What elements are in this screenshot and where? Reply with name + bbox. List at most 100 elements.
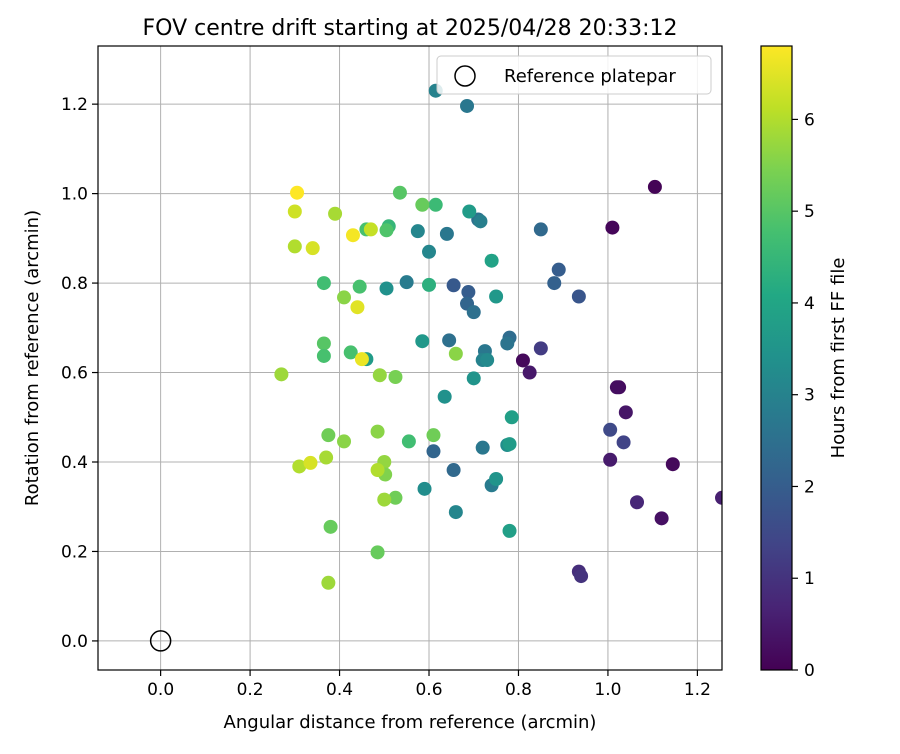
legend: Reference platepar — [436, 55, 712, 95]
scatter-point — [350, 300, 365, 315]
scatter-point — [500, 336, 515, 351]
chart-title: FOV centre drift starting at 2025/04/28 … — [143, 16, 678, 41]
scatter-point — [370, 545, 385, 560]
scatter-point — [446, 278, 461, 293]
scatter-point — [571, 289, 586, 304]
scatter-point — [417, 481, 432, 496]
reference-platepar-marker — [149, 630, 172, 652]
scatter-point — [466, 371, 481, 386]
scatter-point — [647, 179, 662, 194]
scatter-point — [502, 523, 517, 538]
scatter-point — [461, 285, 476, 300]
scatter-point — [460, 98, 475, 113]
colorbar: 0 1 2 3 4 5 6 Hours from first FF file — [760, 45, 849, 681]
scatter-point — [522, 365, 537, 380]
scatter-point — [316, 276, 331, 291]
scatter-point — [305, 241, 320, 256]
scatter-point — [533, 341, 548, 356]
scatter-point — [316, 336, 331, 351]
scatter-point — [466, 305, 481, 320]
scatter-point — [439, 226, 454, 241]
scatter-point — [654, 511, 669, 526]
scatter-point — [547, 276, 562, 291]
scatter-point — [475, 440, 490, 455]
colorbar-gradient — [761, 46, 792, 670]
scatter-point — [323, 519, 338, 534]
colorbar-tick-label: 4 — [804, 294, 815, 314]
scatter-point — [504, 410, 519, 425]
colorbar-tick-label: 5 — [804, 202, 815, 222]
scatter-point — [321, 428, 336, 443]
scatter-point — [415, 197, 430, 212]
scatter-point — [574, 569, 589, 584]
scatter-point — [422, 277, 437, 292]
x-tick-label: 0.4 — [326, 680, 353, 700]
scatter-point — [462, 204, 477, 219]
scatter-point — [428, 197, 443, 212]
legend-box — [436, 55, 712, 95]
x-tick-label: 1.2 — [684, 680, 711, 700]
scatter-point — [292, 459, 307, 474]
colorbar-tick-label: 3 — [804, 386, 815, 406]
colorbar-tick-label: 6 — [804, 110, 815, 130]
colorbar-label: Hours from first FF file — [828, 258, 849, 459]
x-axis-label: Angular distance from reference (arcmin) — [224, 712, 597, 733]
scatter-point — [337, 290, 352, 305]
scatter-point — [415, 334, 430, 349]
scatter-point — [551, 262, 566, 277]
y-tick-label: 0.6 — [61, 364, 88, 384]
scatter-point — [515, 353, 530, 368]
scatter-point — [442, 333, 457, 348]
scatter-point — [426, 428, 441, 443]
scatter-point — [426, 444, 441, 459]
scatter-point — [354, 352, 369, 367]
scatter-point — [448, 505, 463, 520]
scatter-point — [399, 275, 414, 290]
y-tick-label: 0.8 — [61, 274, 88, 294]
scatter-point — [377, 492, 392, 507]
y-tick-label: 1.2 — [61, 95, 88, 115]
scatter-points — [274, 83, 722, 590]
scatter-point — [343, 345, 358, 360]
scatter-point — [370, 463, 385, 478]
colorbar-frame — [760, 45, 793, 671]
y-tick-label: 0.0 — [61, 632, 88, 652]
scatter-point — [352, 279, 367, 294]
scatter-point — [715, 490, 722, 505]
y-axis-label: Rotation from reference (arcmin) — [22, 210, 43, 506]
scatter-point — [618, 405, 633, 420]
scatter-point — [630, 495, 645, 510]
scatter-point — [328, 206, 343, 221]
scatter-point — [437, 389, 452, 404]
x-tick-label: 0.8 — [505, 680, 532, 700]
y-tick-label: 0.2 — [61, 542, 88, 562]
colorbar-tick-label: 0 — [804, 661, 815, 681]
colorbar-ticks: 0 1 2 3 4 5 6 — [792, 110, 815, 681]
legend-marker-reference — [454, 65, 476, 87]
scatter-point — [287, 204, 302, 219]
x-tick-label: 0.2 — [237, 680, 264, 700]
x-axis-ticks: 0.0 0.2 0.4 0.6 0.8 1.0 1.2 — [147, 670, 711, 700]
colorbar-tick-label: 2 — [804, 477, 815, 497]
scatter-point — [410, 224, 425, 239]
x-tick-label: 1.0 — [594, 680, 621, 700]
scatter-point — [319, 450, 334, 465]
scatter-point — [274, 367, 289, 382]
scatter-point — [665, 457, 680, 472]
scatter-point — [379, 223, 394, 238]
scatter-point — [290, 185, 305, 200]
x-tick-label: 0.0 — [147, 680, 174, 700]
scatter-point — [446, 463, 461, 478]
scatter-point — [603, 422, 618, 437]
grid-lines — [98, 46, 722, 670]
scatter-point — [401, 434, 416, 449]
scatter-point — [609, 380, 624, 395]
scatter-point — [303, 455, 318, 470]
scatter-point — [502, 437, 517, 452]
scatter-point — [287, 239, 302, 254]
scatter-point — [448, 346, 463, 361]
scatter-point — [388, 490, 403, 505]
scatter-point — [379, 281, 394, 296]
scatter-point — [321, 575, 336, 590]
